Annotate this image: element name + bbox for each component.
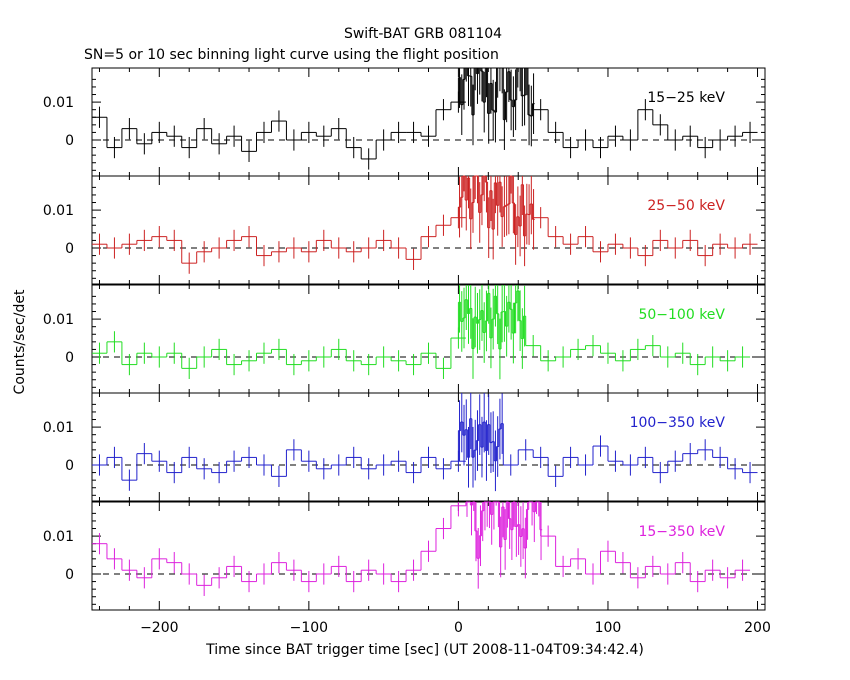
y-tick-label: 0.01 — [43, 312, 74, 328]
band-label: 15−25 keV — [647, 90, 725, 106]
panel-frame — [91, 284, 766, 394]
y-tick-label: 0 — [65, 350, 74, 366]
y-tick-label: 0 — [65, 241, 74, 257]
x-tick-label: 100 — [595, 620, 622, 636]
panel-1: 0 0.01 15−25 keV — [43, 67, 766, 177]
band-label: 100−350 keV — [630, 415, 726, 431]
panel-3: 0 0.01 50−100 keV — [43, 284, 766, 394]
panel-2: 0 0.01 25−50 keV — [43, 175, 766, 285]
panels-group: 0 0.01 15−25 keV 0 0.01 25−50 keV 0 0.01 50−100 … — [43, 67, 771, 636]
y-tick-label: 0.01 — [43, 203, 74, 219]
band-label: 25−50 keV — [647, 198, 725, 214]
y-tick-label: 0.01 — [43, 420, 74, 436]
panel-frame — [91, 67, 766, 177]
x-tick-label: −100 — [290, 620, 328, 636]
band-label: 15−350 keV — [638, 524, 725, 540]
x-tick-label: 0 — [454, 620, 463, 636]
chart-title: Swift-BAT GRB 081104 — [344, 26, 502, 42]
x-axis-label: Time since BAT trigger time [sec] (UT 20… — [205, 642, 644, 658]
y-tick-label: 0 — [65, 133, 74, 149]
x-tick-label: 200 — [744, 620, 771, 636]
y-tick-label: 0 — [65, 567, 74, 583]
panel-4: 0 0.01 100−350 keV — [43, 392, 766, 502]
y-tick-label: 0.01 — [43, 95, 74, 111]
panel-5: 0 0.01 15−350 keV −200 −100 0 100 200 — [43, 501, 771, 636]
y-axis-label: Counts/sec/det — [12, 289, 28, 394]
x-tick-label: −200 — [140, 620, 178, 636]
y-tick-label: 0 — [65, 458, 74, 474]
chart-subtitle: SN=5 or 10 sec binning light curve using… — [84, 47, 499, 63]
band-label: 50−100 keV — [638, 307, 725, 323]
y-tick-label: 0.01 — [43, 529, 74, 545]
